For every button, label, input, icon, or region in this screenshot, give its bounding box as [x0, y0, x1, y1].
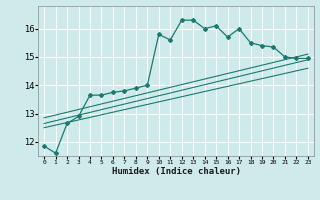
- X-axis label: Humidex (Indice chaleur): Humidex (Indice chaleur): [111, 167, 241, 176]
